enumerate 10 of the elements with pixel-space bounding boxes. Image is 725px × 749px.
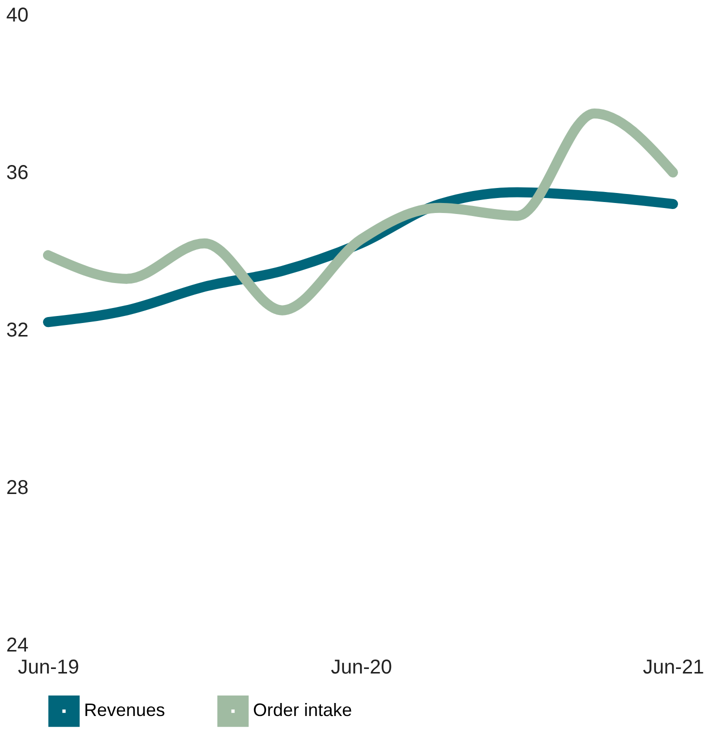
- x-tick-label: Jun-21: [642, 656, 704, 678]
- x-tick-label: Jun-19: [18, 656, 80, 678]
- x-tick-label: Jun-20: [330, 656, 392, 678]
- legend-label: Revenues: [84, 700, 166, 720]
- y-tick-label: 24: [6, 634, 28, 656]
- legend-label: Order intake: [253, 700, 352, 720]
- y-tick-label: 36: [6, 162, 28, 184]
- y-tick-label: 32: [6, 320, 28, 342]
- y-tick-label: 28: [6, 477, 28, 499]
- y-tick-label: 40: [6, 4, 28, 26]
